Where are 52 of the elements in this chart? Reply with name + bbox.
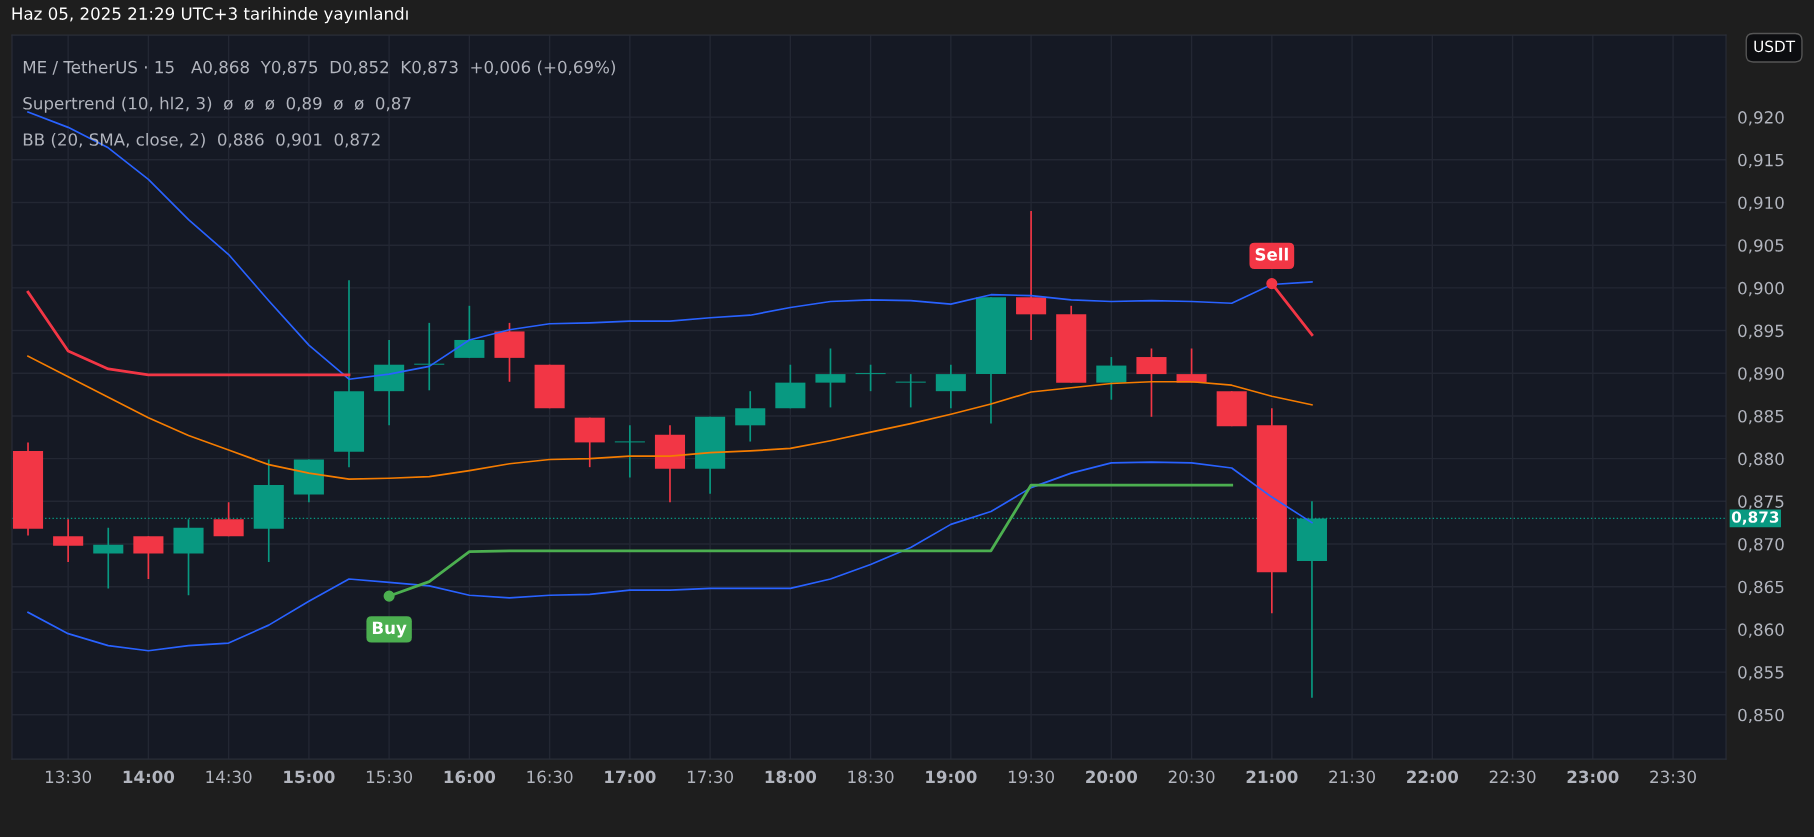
x-tick-label: 18:30 xyxy=(848,770,894,784)
x-tick-label: 23:30 xyxy=(1650,770,1696,784)
x-tick-label: 14:00 xyxy=(123,770,175,784)
x-tick-label: 16:00 xyxy=(444,770,496,784)
ref-line-label: 0,873 xyxy=(1731,511,1779,525)
annotation: Supertrend (10, hl2, 3) ø ø ø 0,89 ø ø 0,87 xyxy=(23,96,411,113)
x-tick-label: 21:00 xyxy=(1246,770,1298,784)
y-tick-label: 0,900 xyxy=(1738,281,1784,297)
x-tick-label: 20:00 xyxy=(1086,770,1138,784)
y-tick-label: 0,875 xyxy=(1738,495,1784,510)
annotation: Buy xyxy=(372,621,407,638)
x-tick-label: 19:30 xyxy=(1008,770,1054,784)
x-tick-label: 16:30 xyxy=(527,770,573,784)
x-tick-label: 22:30 xyxy=(1489,770,1536,784)
y-tick-label: 0,890 xyxy=(1738,367,1784,382)
y-tick-label: 0,860 xyxy=(1738,623,1784,638)
y-tick-label: 0,885 xyxy=(1738,409,1784,425)
candlestick xyxy=(895,373,926,409)
x-tick-label: 21:30 xyxy=(1329,770,1375,784)
x-tick-label: 15:00 xyxy=(284,770,335,784)
y-tick-label: 0,870 xyxy=(1738,537,1784,553)
x-tick-label: 22:00 xyxy=(1407,770,1459,784)
x-tick-label: 20:30 xyxy=(1168,770,1215,784)
y-tick-label: 0,855 xyxy=(1738,666,1784,681)
y-tick-label: 0,920 xyxy=(1738,111,1784,126)
annotation: Sell xyxy=(1255,247,1288,261)
x-tick-label: 14:30 xyxy=(206,770,252,784)
y-tick-label: 0,850 xyxy=(1738,708,1784,724)
candlestick xyxy=(855,363,886,393)
candlestick xyxy=(815,347,846,409)
chart-title: Haz 05, 2025 21:29 UTC+3 tarihinde yayınlandı xyxy=(12,7,408,24)
annotation: ME / TetherUS · 15 A0,868 Y0,875 D0,852 K0,873 +0,006 (+0,69%) xyxy=(23,60,615,76)
candlestick xyxy=(93,526,124,590)
candlestick xyxy=(1016,210,1047,341)
y-axis-title: USDT xyxy=(1754,40,1796,53)
y-tick-label: 0,865 xyxy=(1738,580,1784,595)
x-tick-label: 23:00 xyxy=(1567,770,1619,784)
x-tick-label: 17:30 xyxy=(687,770,734,784)
x-tick-label: 19:00 xyxy=(926,770,977,784)
y-tick-label: 0,880 xyxy=(1738,452,1784,467)
y-tick-label: 0,905 xyxy=(1738,239,1784,254)
x-tick-label: 18:00 xyxy=(765,770,817,784)
y-tick-label: 0,915 xyxy=(1738,153,1784,169)
line-series xyxy=(27,461,1313,652)
x-tick-label: 15:30 xyxy=(366,770,413,784)
y-tick-label: 0,910 xyxy=(1738,196,1784,211)
y-tick-label: 0,895 xyxy=(1738,324,1784,339)
x-tick-label: 17:00 xyxy=(605,770,656,784)
candlestick xyxy=(614,424,645,479)
x-tick-label: 13:30 xyxy=(45,770,92,784)
annotation: BB (20, SMA, close, 2) 0,886 0,901 0,872 xyxy=(23,132,380,148)
line-series xyxy=(27,355,1313,480)
